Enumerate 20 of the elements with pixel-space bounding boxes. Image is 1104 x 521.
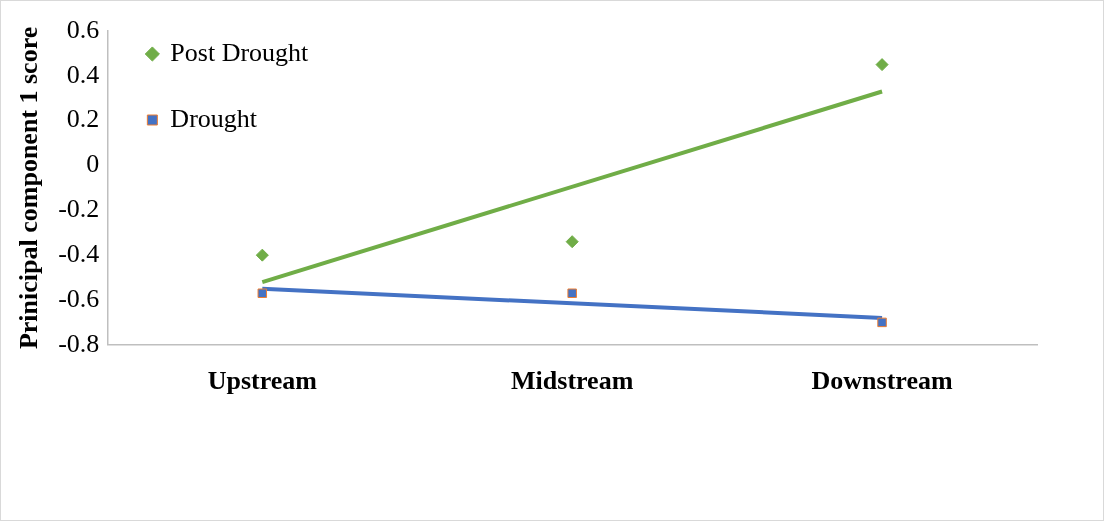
x-tick-label: Downstream bbox=[811, 366, 953, 396]
y-tick-label: 0.2 bbox=[66, 104, 100, 134]
x-tick-label: Upstream bbox=[207, 366, 318, 396]
legend-label: Drought bbox=[170, 103, 258, 133]
y-tick-label: -0.6 bbox=[58, 283, 100, 313]
point bbox=[567, 288, 577, 298]
y-tick-label: 0.6 bbox=[66, 14, 100, 44]
y-tick-label: -0.2 bbox=[58, 194, 100, 224]
point bbox=[565, 235, 579, 249]
point bbox=[255, 248, 269, 262]
legend-label: Post Drought bbox=[170, 37, 310, 67]
y-tick-label: 0 bbox=[86, 149, 100, 179]
y-tick-label: -0.8 bbox=[58, 328, 100, 358]
point bbox=[875, 58, 889, 72]
point bbox=[877, 317, 887, 328]
y-axis-title: Prinicipal component 1 score bbox=[14, 26, 44, 350]
x-tick-label: Midstream bbox=[511, 366, 634, 396]
point bbox=[257, 288, 268, 298]
y-tick-label: -0.4 bbox=[58, 238, 100, 268]
y-tick-label: 0.4 bbox=[66, 59, 100, 89]
